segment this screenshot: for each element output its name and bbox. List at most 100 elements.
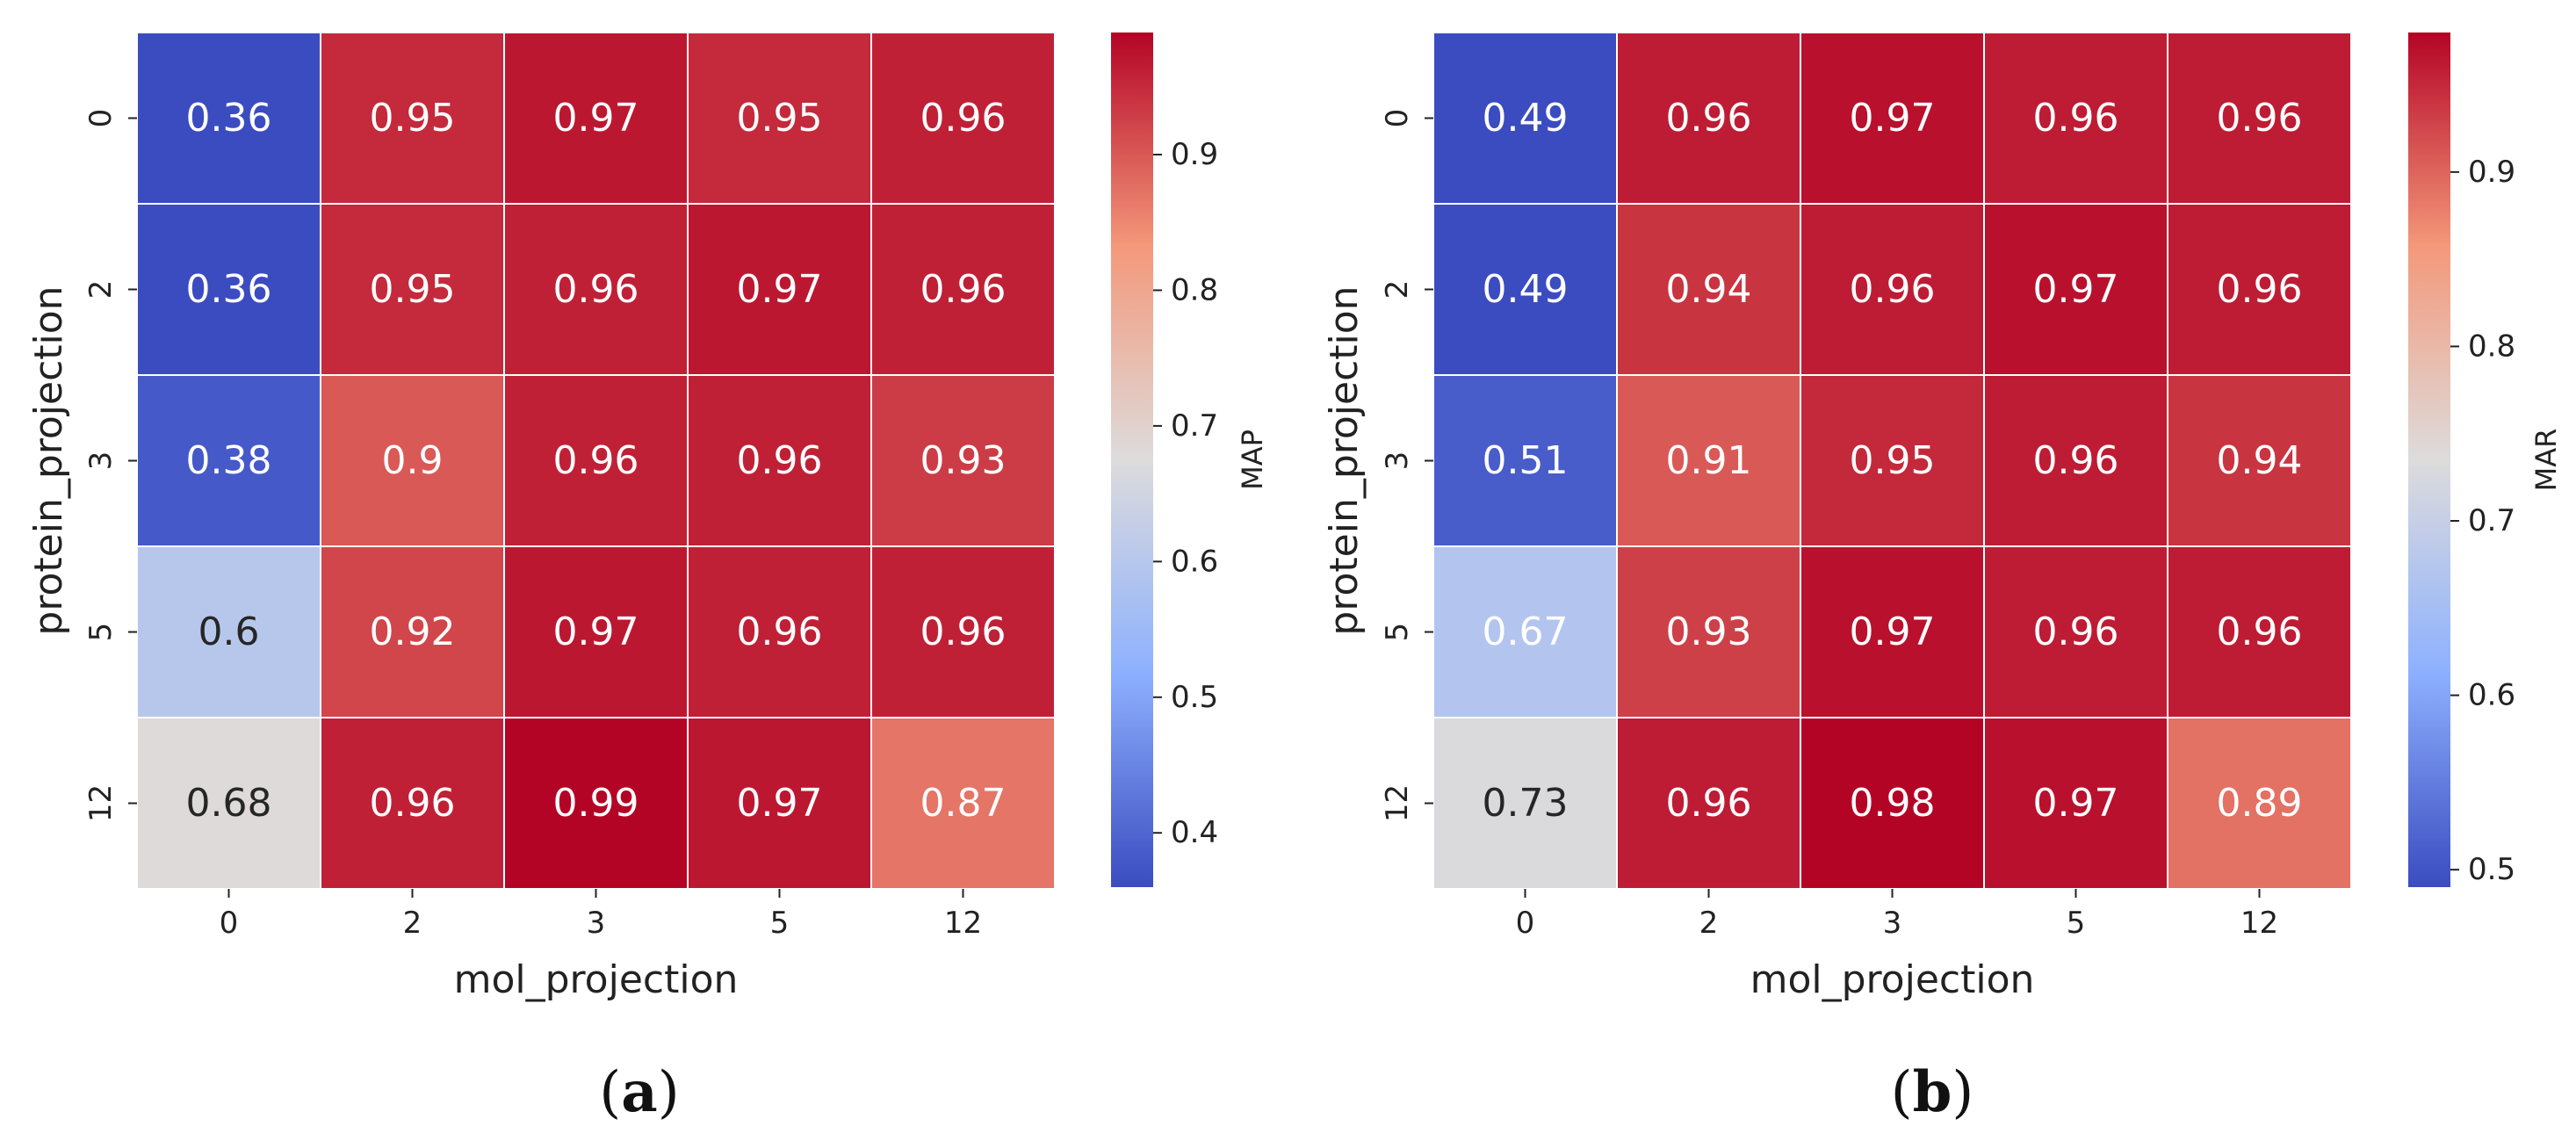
cell-value-label: 0.95	[370, 267, 456, 312]
colorbar-tick-label: 0.9	[1171, 137, 1218, 172]
cell-value-label: 0.96	[1850, 267, 1936, 312]
cell-value-label: 0.97	[553, 610, 639, 654]
y-tick-label: 12	[83, 784, 119, 822]
cell-value-label: 0.96	[1666, 96, 1752, 141]
cell-value-label: 0.73	[1483, 781, 1569, 826]
colorbar-tick-label: 0.7	[1171, 408, 1218, 444]
cell-value-label: 0.97	[1850, 96, 1936, 141]
cell-value-label: 0.94	[2217, 438, 2303, 483]
cell-value-label: 0.67	[1483, 610, 1569, 654]
y-tick-label: 0	[83, 109, 119, 128]
cell-value-label: 0.97	[737, 267, 823, 312]
heatmap-cell	[687, 374, 872, 547]
y-tick-label: 0	[1380, 109, 1415, 128]
panel-caption: (b)	[1891, 1059, 1974, 1125]
heatmap-cell	[136, 203, 321, 376]
x-tick-label: 12	[2240, 906, 2278, 941]
cell-value-label: 0.36	[186, 267, 272, 312]
heatmap-panel-b: 0.49 0.96 0.97 0.96 0.96 0.49 0.94 0.96 0.97 0.96…	[1322, 32, 2563, 1125]
colorbar-tick-label: 0.6	[2468, 678, 2515, 713]
y-tick-label: 2	[83, 280, 119, 300]
heatmap-cell	[870, 717, 1056, 890]
cell-value-label: 0.96	[2217, 267, 2303, 312]
cell-value-label: 0.96	[2217, 96, 2303, 141]
x-tick-label: 0	[220, 906, 239, 941]
cell-value-label: 0.99	[553, 781, 639, 826]
colorbar-label: MAP	[1236, 430, 1269, 490]
heatmap-cell	[503, 203, 689, 376]
cell-value-label: 0.95	[1850, 438, 1936, 483]
heatmap-cell	[870, 32, 1056, 205]
heatmap-cell	[1800, 203, 1985, 376]
x-tick-label: 3	[1883, 906, 1902, 941]
cell-value-label: 0.92	[370, 610, 456, 654]
heatmap-cell	[320, 717, 505, 890]
cell-value-label: 0.97	[1850, 610, 1936, 654]
heatmap-cell	[870, 203, 1056, 376]
heatmap-cell	[1800, 32, 1985, 205]
y-tick-label: 5	[83, 623, 119, 642]
x-axis-label: mol_projection	[454, 957, 739, 1002]
cell-value-label: 0.96	[2033, 96, 2119, 141]
y-tick-label: 12	[1380, 784, 1415, 822]
colorbar-tick-label: 0.5	[1171, 680, 1218, 715]
cell-value-label: 0.96	[737, 610, 823, 654]
x-tick-label: 12	[944, 906, 982, 941]
colorbar-label: MAR	[2529, 429, 2563, 492]
x-tick-label: 2	[1699, 906, 1719, 941]
x-tick-label: 5	[2067, 906, 2086, 941]
colorbar-tick-label: 0.8	[2468, 329, 2515, 364]
heatmap-cell	[1616, 545, 1801, 718]
cell-value-label: 0.96	[1666, 781, 1752, 826]
cell-value-label: 0.94	[1666, 267, 1752, 312]
cell-value-label: 0.89	[2217, 781, 2303, 826]
colorbar-tick-label: 0.9	[2468, 155, 2515, 190]
cell-value-label: 0.6	[198, 610, 260, 654]
heatmap-cell	[1983, 545, 2168, 718]
y-tick-label: 3	[83, 451, 119, 471]
heatmap-cell	[2167, 32, 2352, 205]
x-tick-label: 0	[1516, 906, 1535, 941]
cell-value-label: 0.97	[2033, 267, 2119, 312]
cell-value-label: 0.93	[1666, 610, 1752, 654]
heatmap-cell	[1800, 545, 1985, 718]
colorbar	[2408, 32, 2450, 887]
heatmap-cell	[136, 717, 321, 890]
heatmap-cell	[870, 374, 1056, 547]
cell-value-label: 0.96	[920, 610, 1007, 654]
cell-value-label: 0.87	[920, 781, 1007, 826]
heatmap-cell	[1432, 545, 1618, 718]
cell-value-label: 0.98	[1850, 781, 1936, 826]
x-tick-label: 2	[403, 906, 422, 941]
cell-value-label: 0.38	[186, 438, 272, 483]
heatmap-cell	[1616, 717, 1801, 890]
cell-value-label: 0.97	[553, 96, 639, 141]
heatmap-cell	[687, 545, 872, 718]
heatmap-cell	[1983, 717, 2168, 890]
cell-value-label: 0.96	[2217, 610, 2303, 654]
heatmap-cell	[2167, 203, 2352, 376]
cell-value-label: 0.51	[1483, 438, 1569, 483]
heatmap-cell	[870, 545, 1056, 718]
cell-value-label: 0.93	[920, 438, 1007, 483]
heatmap-cell	[136, 32, 321, 205]
heatmap-cell	[2167, 374, 2352, 547]
heatmap-cell	[503, 374, 689, 547]
cell-value-label: 0.97	[2033, 781, 2119, 826]
x-tick-label: 3	[587, 906, 606, 941]
heatmap-cell	[1983, 374, 2168, 547]
cell-value-label: 0.9	[382, 438, 444, 483]
heatmap-cell	[320, 32, 505, 205]
y-tick-label: 2	[1380, 280, 1415, 300]
heatmap-cell	[687, 32, 872, 205]
cell-value-label: 0.97	[737, 781, 823, 826]
cell-value-label: 0.96	[553, 267, 639, 312]
heatmap-cell	[1616, 203, 1801, 376]
y-tick-label: 3	[1380, 451, 1415, 471]
x-tick-label: 5	[770, 906, 790, 941]
cell-value-label: 0.49	[1483, 96, 1569, 141]
heatmap-cell	[503, 717, 689, 890]
colorbar-tick-label: 0.4	[1171, 815, 1218, 850]
y-axis-label: protein_projection	[1322, 285, 1367, 635]
